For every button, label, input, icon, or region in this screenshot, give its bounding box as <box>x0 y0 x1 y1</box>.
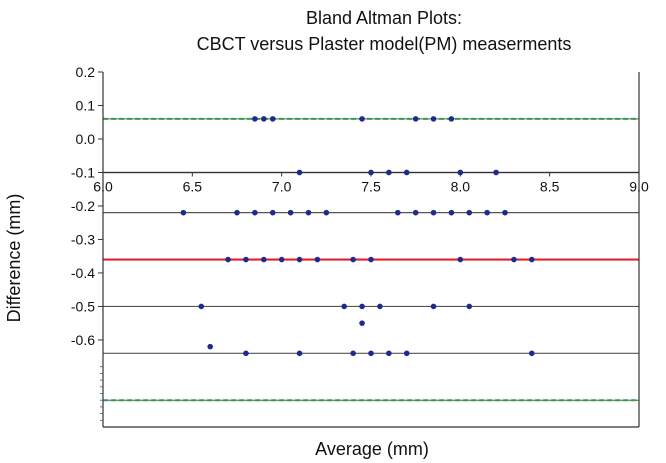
data-point <box>198 303 205 310</box>
data-point <box>296 350 303 357</box>
data-point <box>430 209 437 216</box>
x-tick-label: 9.0 <box>629 178 649 194</box>
data-point <box>395 209 401 216</box>
data-point <box>359 303 365 310</box>
y-axis-label: Difference (mm) <box>4 194 24 323</box>
x-axis-label: Average (mm) <box>315 439 429 459</box>
data-point <box>529 256 535 263</box>
x-tick-label: 6.0 <box>93 178 113 194</box>
data-point <box>225 256 231 263</box>
data-point <box>359 320 365 326</box>
data-point <box>448 209 455 216</box>
gridlines <box>103 171 639 354</box>
data-point <box>457 256 464 263</box>
data-point <box>278 256 285 263</box>
data-point <box>368 350 374 357</box>
data-point <box>368 169 374 176</box>
data-point <box>305 209 312 216</box>
data-point <box>269 116 276 122</box>
data-point <box>323 209 330 216</box>
data-point <box>243 350 249 357</box>
x-tick-label: 6.5 <box>183 178 203 194</box>
x-tick-label: 8.0 <box>451 178 471 194</box>
y-tick-label: -0.1 <box>71 164 95 180</box>
data-point <box>493 169 499 176</box>
data-point <box>412 209 419 216</box>
data-point <box>314 256 321 263</box>
y-tick-label: -0.3 <box>71 231 95 247</box>
data-point <box>287 209 294 216</box>
data-point <box>207 343 213 350</box>
data-point <box>403 350 410 357</box>
data-point <box>243 256 249 263</box>
data-point <box>252 209 258 216</box>
data-point <box>412 116 419 122</box>
y-tick-label: -0.2 <box>71 198 95 214</box>
data-point <box>386 350 392 357</box>
data-point <box>484 209 490 216</box>
data-point <box>466 303 473 310</box>
y-tick-label: -0.6 <box>71 332 95 348</box>
data-point <box>430 116 437 122</box>
data-point <box>180 209 187 216</box>
data-point <box>359 116 365 122</box>
axes <box>98 71 640 428</box>
data-point <box>296 256 303 263</box>
x-tick-label: 7.5 <box>361 178 381 194</box>
chart-title-line-2: CBCT versus Plaster model(PM) measerment… <box>197 34 572 54</box>
data-point <box>368 256 374 263</box>
data-point <box>377 303 383 310</box>
y-tick-label: -0.4 <box>71 265 95 281</box>
data-point <box>234 209 240 216</box>
data-point <box>350 256 356 263</box>
x-tick-label: 8.5 <box>540 178 560 194</box>
data-point <box>511 256 517 263</box>
y-tick-label: 0.1 <box>76 97 96 113</box>
data-point <box>350 350 356 357</box>
data-point <box>448 116 455 122</box>
y-tick-label: 0.0 <box>76 131 96 147</box>
data-point <box>403 169 410 176</box>
data-point <box>529 350 535 357</box>
y-tick-label: -0.5 <box>71 298 95 314</box>
y-tick-label: 0.2 <box>76 64 96 80</box>
data-point <box>386 169 392 176</box>
data-point <box>261 256 267 263</box>
data-point <box>457 169 464 176</box>
data-point <box>269 209 276 216</box>
chart-title-line-1: Bland Altman Plots: <box>306 8 462 28</box>
data-points <box>180 116 535 357</box>
data-point <box>296 169 303 176</box>
data-point <box>430 303 437 310</box>
x-tick-label: 7.0 <box>272 178 292 194</box>
data-point <box>261 116 267 122</box>
data-point <box>466 209 473 216</box>
data-point <box>502 209 508 216</box>
tick-labels: 0.2 0.1 0.0 -0.1 -0.2 -0.3 -0.4 -0.5 -0.6 6.0 6.5 7… <box>71 64 649 348</box>
data-point <box>341 303 348 310</box>
data-point <box>252 116 258 122</box>
